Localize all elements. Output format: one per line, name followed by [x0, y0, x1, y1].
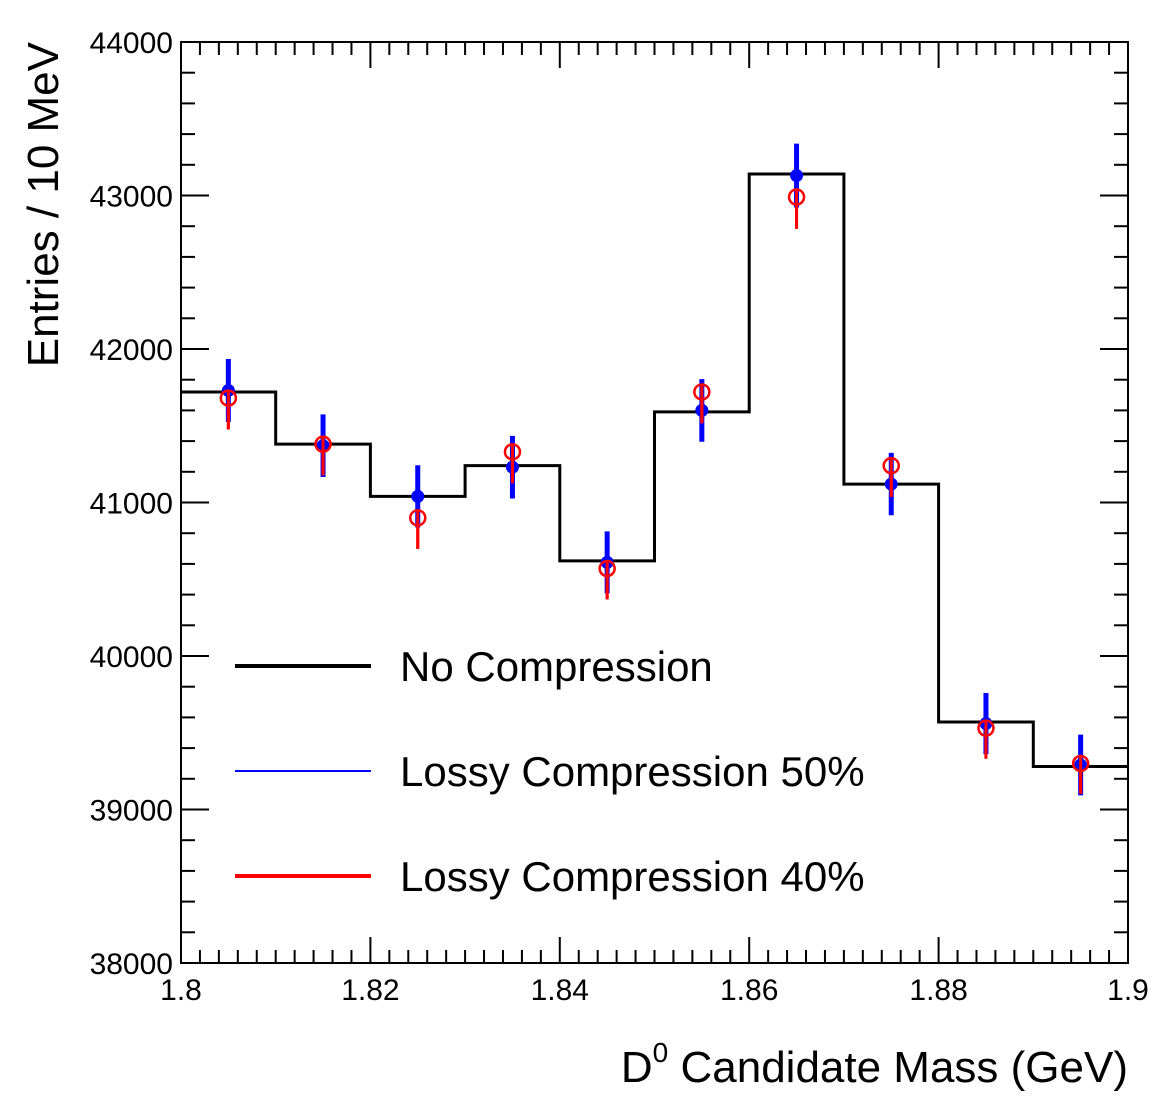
y-tick-label: 39000	[90, 795, 173, 828]
lossy-40-point	[1071, 754, 1090, 773]
lossy-40-point	[693, 383, 711, 401]
lossy-40-point	[503, 443, 522, 461]
legend: No Compression Lossy Compression 50% Lossy…	[235, 643, 865, 900]
legend-label: Lossy Compression 50%	[400, 748, 865, 795]
x-axis-title: D0 Candidate Mass (GeV)	[621, 1037, 1128, 1092]
y-tick-label: 38000	[90, 948, 173, 981]
lossy-40-point	[598, 559, 616, 578]
histogram-line	[181, 172, 1128, 769]
y-tick-label: 42000	[90, 334, 173, 367]
x-tick-label: 1.86	[720, 974, 778, 1007]
y-axis-title: Entries / 10 MeV	[19, 41, 68, 367]
legend-label: No Compression	[400, 643, 713, 690]
y-tick-label: 44000	[90, 27, 173, 60]
no-compression-histogram	[181, 172, 1128, 769]
lossy-40-point	[409, 509, 427, 527]
lossy-50-point	[411, 489, 425, 503]
x-tick-label: 1.9	[1107, 974, 1149, 1007]
lossy-40-point	[882, 456, 900, 475]
x-tick-label: 1.84	[531, 974, 589, 1007]
lossy-40-points	[219, 188, 1090, 794]
x-tick-label: 1.88	[909, 974, 967, 1007]
x-axis-title-sup: 0	[653, 1037, 669, 1068]
y-tick-label: 43000	[90, 181, 173, 214]
x-axis-title-main: D	[621, 1043, 653, 1092]
lossy-50-point	[790, 169, 804, 183]
lossy-40-point	[219, 389, 238, 407]
legend-label: Lossy Compression 40%	[400, 853, 865, 900]
plot-frame	[180, 41, 1129, 964]
tick-labels: 1.8 1.82 1.84 1.86 1.88 1.9 38000 39000 40000 410…	[90, 27, 1149, 1007]
lossy-40-point	[314, 435, 332, 453]
x-axis-title-rest: Candidate Mass (GeV)	[668, 1043, 1128, 1092]
lossy-40-point	[787, 188, 806, 206]
x-tick-label: 1.82	[341, 974, 399, 1007]
lossy-40-point	[977, 719, 995, 737]
y-tick-label: 40000	[90, 641, 173, 674]
x-tick-label: 1.8	[160, 974, 202, 1007]
y-tick-label: 41000	[90, 488, 173, 521]
